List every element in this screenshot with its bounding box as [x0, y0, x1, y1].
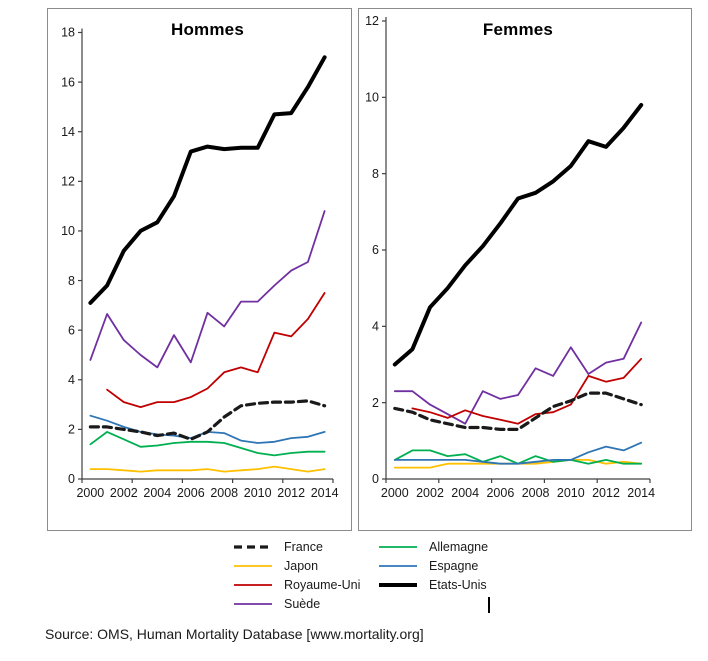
x-tick-label: 2010 — [244, 486, 272, 500]
legend-item-allemagne: Allemagne — [378, 537, 488, 556]
x-tick-label: 2014 — [627, 486, 655, 500]
x-tick-label: 2006 — [177, 486, 205, 500]
series-line-royaume-uni — [411, 357, 643, 425]
series-line-japon — [89, 465, 326, 473]
y-tick-label: 14 — [61, 125, 75, 139]
series-line-etats-unis — [392, 103, 644, 367]
x-tick-label: 2008 — [522, 486, 550, 500]
legend-item-royaume-uni: Royaume-Uni — [233, 575, 360, 594]
y-tick-label: 10 — [365, 91, 379, 105]
legend-label-allemagne: Allemagne — [429, 539, 489, 554]
chart-panel-femmes: Femmes 0 2 4 6 8 10 12 2000 2002 2004 2006 2008 2010… — [358, 8, 692, 531]
x-tick-label: 2014 — [311, 486, 339, 500]
y-tick-label: 0 — [68, 472, 75, 486]
x-tick-label: 2012 — [277, 486, 305, 500]
legend-item-etats-unis: Etats-Unis — [378, 575, 488, 594]
series-line-royaume-uni — [106, 292, 326, 408]
y-tick-label: 2 — [372, 396, 379, 410]
legend-item-suede: Suède — [233, 594, 360, 613]
chart-title-femmes: Femmes — [482, 20, 554, 39]
y-tick-label: 12 — [365, 14, 379, 28]
y-tick-label: 16 — [61, 75, 75, 89]
x-tick-label: 2002 — [416, 486, 444, 500]
legend-label-suede: Suède — [284, 596, 321, 611]
legend-swatch-etats-unis — [379, 582, 417, 587]
y-tick-label: 2 — [68, 423, 75, 437]
legend-swatch-allemagne — [379, 545, 417, 548]
x-tick-label: 2006 — [486, 486, 514, 500]
chart-panel-hommes: Hommes 0 2 4 6 8 10 12 14 16 18 2000 2002 2004 2006 20… — [47, 8, 352, 531]
series-line-etats-unis — [88, 55, 327, 305]
x-tick-label: 2008 — [210, 486, 238, 500]
series-line-espagne — [393, 441, 643, 465]
y-tick-label: 4 — [68, 373, 75, 387]
legend-item-japon: Japon — [233, 556, 360, 575]
y-tick-label: 6 — [372, 243, 379, 257]
legend-label-etats-unis: Etats-Unis — [429, 577, 487, 592]
x-tick-label: 2010 — [557, 486, 585, 500]
x-tick-label: 2004 — [143, 486, 171, 500]
y-tick-label: 4 — [372, 320, 379, 334]
chart-legend: France Japon Royaume-Uni Suède Allemagne Esp… — [0, 537, 708, 623]
legend-item-france: France — [233, 537, 360, 556]
series-line-allemagne — [89, 431, 326, 457]
x-tick-label: 2004 — [451, 486, 479, 500]
legend-label-japon: Japon — [284, 558, 319, 573]
x-tick-label: 2000 — [381, 486, 409, 500]
series-line-suede — [89, 210, 326, 369]
line-chart-hommes: 0 2 4 6 8 10 12 14 16 18 2000 2002 2004 2006 2008 2010 2… — [61, 26, 339, 500]
series-line-france — [393, 391, 643, 431]
source-note: Source: OMS, Human Mortality Database [w… — [45, 626, 424, 642]
y-tick-label: 18 — [61, 26, 75, 40]
y-tick-label: 8 — [68, 274, 75, 288]
legend-swatch-japon — [234, 564, 272, 567]
line-chart-femmes: 0 2 4 6 8 10 12 2000 2002 2004 2006 2008 2010 2012 201… — [365, 14, 655, 500]
series-line-suede — [393, 321, 643, 425]
legend-label-france: France — [284, 539, 323, 554]
y-tick-label: 8 — [372, 167, 379, 181]
chart-title-hommes: Hommes — [170, 20, 244, 39]
legend-swatch-royaume-uni — [234, 583, 272, 586]
legend-column-left: France Japon Royaume-Uni Suède — [233, 537, 360, 613]
legend-label-espagne: Espagne — [429, 558, 479, 573]
y-tick-label: 10 — [61, 224, 75, 238]
y-tick-label: 0 — [372, 472, 379, 486]
legend-column-right: Allemagne Espagne Etats-Unis — [378, 537, 488, 594]
x-tick-label: 2012 — [592, 486, 620, 500]
x-tick-label: 2002 — [110, 486, 138, 500]
legend-swatch-espagne — [379, 564, 417, 567]
legend-label-royaume-uni: Royaume-Uni — [284, 577, 361, 592]
legend-swatch-suede — [234, 602, 272, 605]
text-cursor — [488, 597, 490, 613]
series-line-france — [88, 399, 327, 441]
legend-item-espagne: Espagne — [378, 556, 488, 575]
series-line-allemagne — [393, 449, 643, 465]
y-tick-label: 6 — [68, 323, 75, 337]
legend-swatch-france — [234, 544, 272, 549]
y-tick-label: 12 — [61, 175, 75, 189]
x-tick-label: 2000 — [76, 486, 104, 500]
